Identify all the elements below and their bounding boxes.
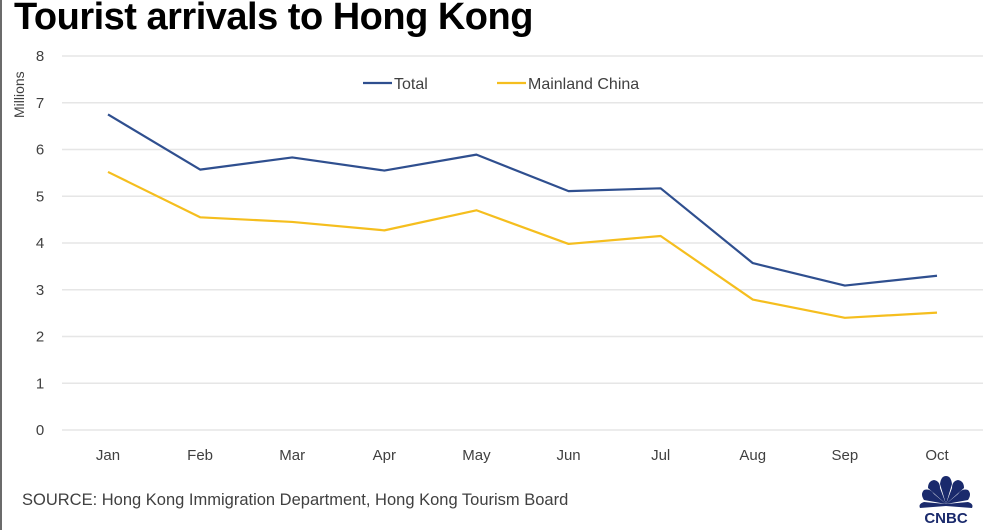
x-tick-label: Apr (373, 447, 396, 464)
x-tick-label: Aug (739, 447, 766, 464)
x-tick-label: Jun (556, 447, 580, 464)
series-line-total (107, 113, 938, 287)
y-tick-labels: 0 1 2 3 4 5 6 7 8 (36, 48, 44, 439)
x-tick-label: Oct (925, 447, 949, 464)
x-tick-label: May (462, 447, 491, 464)
source-note: SOURCE: Hong Kong Immigration Department… (22, 491, 569, 509)
y-tick-label: 6 (36, 142, 44, 159)
x-tick-label: Mar (279, 447, 305, 464)
legend-label: Mainland China (528, 76, 639, 93)
x-tick-label: Jul (651, 447, 670, 464)
y-tick-label: 4 (36, 235, 44, 252)
x-tick-label: Jan (96, 447, 120, 464)
x-tick-label: Sep (832, 447, 859, 464)
logo-text: CNBC (924, 510, 967, 526)
y-tick-label: 5 (36, 188, 44, 205)
gridlines (62, 55, 983, 431)
legend-label: Total (394, 76, 428, 93)
series-lines (107, 113, 938, 319)
x-tick-labels: Jan Feb Mar Apr May Jun Jul Aug Sep Oct (96, 447, 950, 464)
legend: Total Mainland China (363, 76, 639, 93)
y-tick-label: 7 (36, 95, 44, 112)
x-tick-label: Feb (187, 447, 213, 464)
chart-title: Tourist arrivals to Hong Kong (14, 0, 533, 38)
y-tick-label: 1 (36, 375, 44, 392)
y-axis-label: Millions (11, 71, 27, 118)
series-line-mainland-china (107, 170, 938, 319)
left-border (0, 0, 2, 530)
y-tick-label: 0 (36, 422, 44, 439)
y-tick-label: 2 (36, 329, 44, 346)
y-tick-label: 8 (36, 48, 44, 65)
cnbc-logo-icon: CNBC (919, 476, 973, 526)
y-tick-label: 3 (36, 282, 44, 299)
